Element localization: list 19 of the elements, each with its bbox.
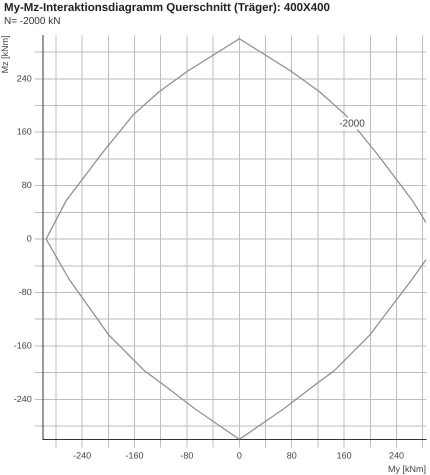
y-tick-label: -240 xyxy=(14,394,32,404)
y-tick-label: 240 xyxy=(16,73,32,84)
y-tick-label: -160 xyxy=(14,340,32,350)
x-tick-label: 240 xyxy=(389,450,404,460)
y-tick-label: -80 xyxy=(18,286,32,297)
y-tick-label: 0 xyxy=(26,234,32,244)
y-tick-label: 80 xyxy=(22,180,32,190)
y-axis-title: Mz [kNm] xyxy=(0,35,10,74)
x-tick-label: -240 xyxy=(73,450,92,460)
x-axis-title: My [kNm] xyxy=(388,464,426,474)
y-tick-label: 160 xyxy=(16,126,32,137)
chart-subtitle: N= -2000 kN xyxy=(4,16,60,27)
x-tick-label: -160 xyxy=(126,450,144,460)
annotation: -2000 xyxy=(339,118,366,130)
x-tick-label: -80 xyxy=(180,450,194,460)
x-tick-label: 80 xyxy=(286,450,297,460)
chart-title: My-Mz-Interaktionsdiagramm Querschnitt (Träger): 400X400 xyxy=(4,2,330,14)
x-tick-label: 160 xyxy=(336,450,352,460)
x-tick-label: 0 xyxy=(236,450,242,460)
